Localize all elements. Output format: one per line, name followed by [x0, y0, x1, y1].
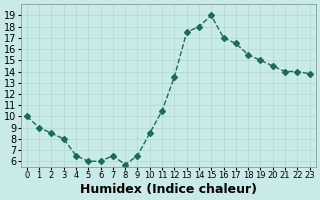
X-axis label: Humidex (Indice chaleur): Humidex (Indice chaleur) [80, 183, 257, 196]
